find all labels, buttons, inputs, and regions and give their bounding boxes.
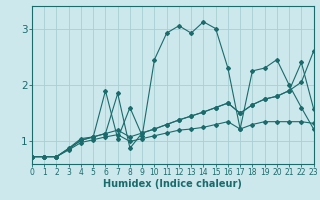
- X-axis label: Humidex (Indice chaleur): Humidex (Indice chaleur): [103, 179, 242, 189]
